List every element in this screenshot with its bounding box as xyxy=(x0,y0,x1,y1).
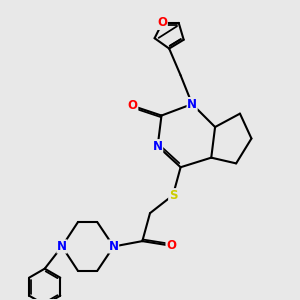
Text: O: O xyxy=(128,100,138,112)
Text: N: N xyxy=(153,140,163,153)
Text: S: S xyxy=(169,189,177,202)
Text: N: N xyxy=(109,240,118,253)
Text: N: N xyxy=(57,240,67,253)
Text: O: O xyxy=(166,239,176,252)
Text: N: N xyxy=(187,98,197,111)
Text: O: O xyxy=(157,16,167,29)
